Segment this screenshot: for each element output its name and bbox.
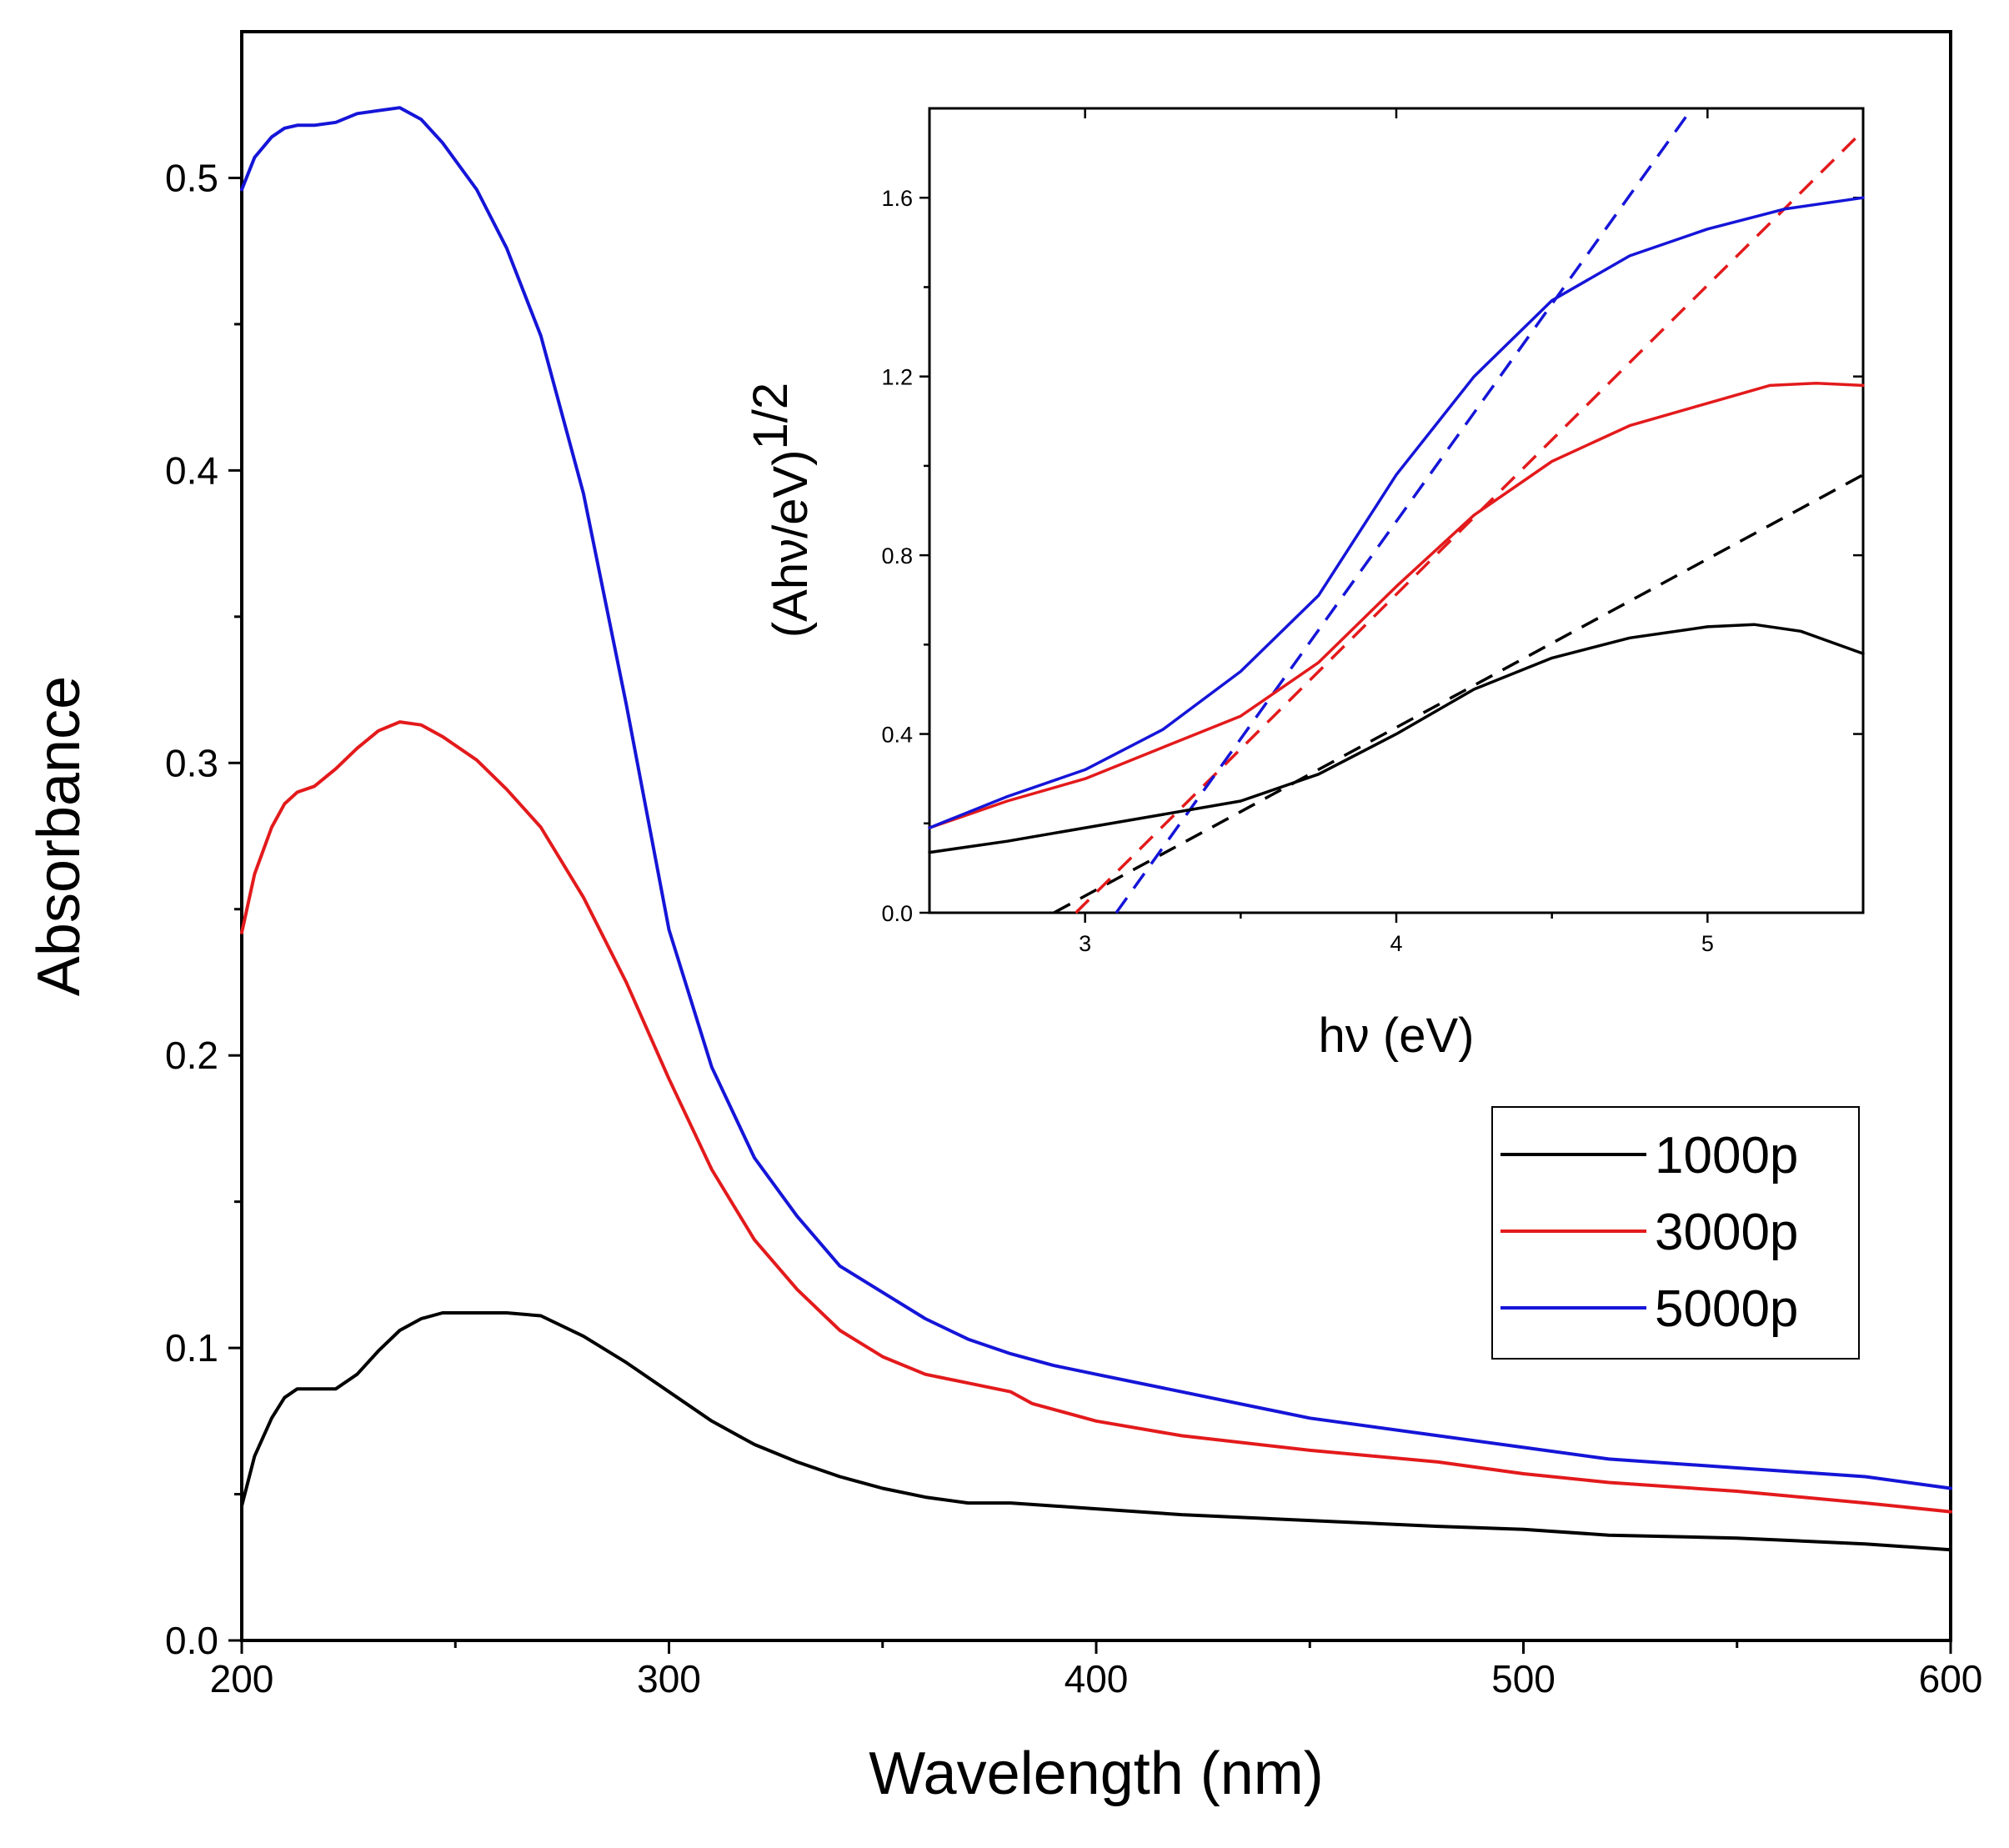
inset-plot: 3 4 5 0.0 0.4 0.8 1.2 1.6 hν (eV) (Ahν/eV)1/2 [744,107,1865,1063]
main-plot: 200 300 400 500 600 0.0 0.1 0.2 0.3 0.4 0.5 Wavel… [26,30,1983,1807]
main-x-tick-label-200: 200 [210,1657,274,1700]
main-x-tick-label-500: 500 [1491,1657,1556,1700]
inset-y-axis-title-main: (Ahν/eV) [764,450,818,639]
main-y-tick-label-0-4: 0.4 [165,448,218,492]
main-x-ticks: 200 300 400 500 600 [210,1640,1983,1700]
inset-x-axis-title: hν (eV) [1319,1009,1475,1063]
inset-y-tick-label-1-2: 1.2 [881,365,913,390]
main-y-tick-label-0: 0.0 [165,1619,218,1662]
inset-fit-lines [1053,107,1865,914]
legend-label-5000p: 5000p [1655,1280,1798,1338]
inset-series-lines [928,196,1865,854]
inset-y-axis-title: (Ahν/eV)1/2 [744,383,818,638]
main-y-axis-title: Absorbance [26,676,93,996]
inset-x-tick-label-3: 3 [1079,931,1091,956]
main-series-line-3000p [240,720,1952,1514]
inset-y-ticks: 0.0 0.4 0.8 1.2 1.6 [881,186,1863,926]
legend: 1000p 3000p 5000p [1491,1106,1860,1360]
inset-y-tick-label-0-8: 0.8 [881,543,913,568]
inset-plot-frame [928,107,1865,914]
main-x-tick-label-400: 400 [1065,1657,1129,1700]
inset-series-line-1000p [928,623,1865,854]
main-x-tick-label-300: 300 [637,1657,701,1700]
main-series-line-5000p [240,106,1952,1490]
legend-label-3000p: 3000p [1655,1204,1798,1261]
main-y-tick-label-0-1: 0.1 [165,1326,218,1370]
legend-items: 1000p 3000p 5000p [1500,1127,1798,1338]
main-y-tick-label-0-5: 0.5 [165,156,218,199]
main-x-axis-title: Wavelength (nm) [869,1740,1324,1807]
inset-y-tick-label-1-6: 1.6 [881,186,913,211]
legend-label-1000p: 1000p [1655,1127,1798,1184]
main-y-tick-label-0-2: 0.2 [165,1034,218,1077]
main-series-line-1000p [240,1311,1952,1552]
inset-x-tick-label-5: 5 [1701,931,1714,956]
inset-fit-line-3000p-fit [1075,129,1865,914]
main-x-tick-label-600: 600 [1919,1657,1983,1700]
inset-y-tick-label-0-4: 0.4 [881,723,913,748]
inset-series-line-5000p [928,196,1865,829]
inset-series-line-3000p [928,381,1865,829]
inset-fit-line-5000p-fit [1115,107,1694,914]
inset-fit-line-1000p-fit [1053,473,1864,914]
inset-y-axis-title-exponent: 1/2 [744,383,798,450]
main-y-ticks: 0.0 0.1 0.2 0.3 0.4 0.5 [165,156,242,1662]
inset-x-ticks: 3 4 5 [1079,108,1714,956]
main-y-tick-label-0-3: 0.3 [165,741,218,784]
inset-x-tick-label-4: 4 [1390,931,1402,956]
main-series-lines [240,106,1952,1552]
inset-y-tick-label-0: 0.0 [881,901,913,926]
